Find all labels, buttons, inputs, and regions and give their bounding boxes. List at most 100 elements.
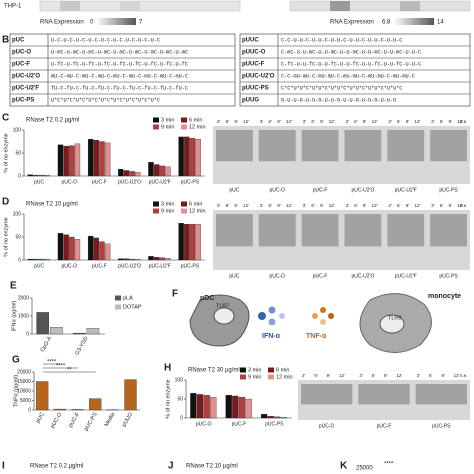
- heatmap-cells: [39, 0, 471, 12]
- panel-label: D: [2, 197, 9, 208]
- bar: [99, 141, 105, 177]
- x-tick-label: pUUG: [121, 412, 134, 428]
- bar: [195, 223, 201, 261]
- bar: [33, 174, 39, 177]
- bar: [203, 395, 210, 419]
- bar: [210, 396, 217, 419]
- y-tick-label: 50: [15, 150, 21, 156]
- y-tick-label: 20000: [17, 369, 31, 375]
- bar: [190, 393, 197, 419]
- gel-header: 3': [217, 119, 221, 124]
- gel-header: 12': [243, 203, 249, 208]
- bar: [36, 312, 50, 335]
- x-tick-label: pUC-O: [61, 263, 77, 269]
- legend-label: 6 min: [276, 367, 289, 373]
- bar: [118, 258, 124, 261]
- bar: [153, 257, 160, 261]
- gel-header: 3': [388, 203, 392, 208]
- bar: [267, 415, 274, 419]
- x-tick-label: Media: [104, 411, 117, 428]
- x-tick-label: pUC: [34, 263, 44, 269]
- x-tick-label: pUC-U2'F: [149, 263, 171, 269]
- gel-header: 9': [363, 203, 367, 208]
- y-tick-label: 0: [18, 257, 21, 263]
- colorbar: [96, 18, 136, 25]
- sequence: mU-C-mU-C-mU-C-mU-C-mU-C-mU-C-mU-C-mU-C-…: [51, 73, 188, 79]
- bar: [44, 258, 50, 261]
- row-name: pUUC-U2'O: [242, 74, 275, 80]
- gel-lane-label: pUC-F: [377, 423, 392, 429]
- bar: [129, 171, 135, 177]
- y-axis-label: % of no enzyme: [165, 379, 171, 418]
- bar: [123, 258, 130, 261]
- x-tick-label: G3-YSD: [74, 336, 89, 357]
- x-tick-label: pUC-O: [50, 411, 64, 429]
- gel-smear: [301, 130, 339, 162]
- legend-min: 6.8: [382, 20, 391, 26]
- bar: [129, 258, 135, 261]
- receptor-label: TLR8: [388, 315, 401, 321]
- y-tick-label: 0: [180, 415, 183, 421]
- y-tick-label: 0: [28, 407, 31, 413]
- x-tick-label: CpG-A: [40, 335, 54, 353]
- gel-header: 12': [454, 373, 460, 378]
- gel-image: [213, 210, 470, 270]
- bar: [135, 172, 141, 177]
- bar: [118, 168, 124, 177]
- y-axis-label: TNFα (pg/ml): [13, 375, 19, 408]
- gel-header: 3': [303, 119, 307, 124]
- gel-smear: [301, 214, 339, 247]
- panel-label: H: [164, 363, 171, 374]
- sequence: C-C-mU-mU-C-mU-mU-C-mU-mU-C-mU-mU-C-mU-m…: [281, 73, 415, 79]
- gel-lane-label: pUC-U2'F: [395, 187, 417, 193]
- gel-smear: [216, 130, 253, 162]
- gel-header: 6': [397, 119, 401, 124]
- significance: **: [67, 368, 72, 374]
- gel-header: 12': [243, 119, 249, 124]
- x-tick-label: pUC-F: [92, 263, 107, 269]
- row-name: pUUC: [242, 38, 259, 44]
- bar: [27, 174, 34, 177]
- gel-header: 3': [417, 373, 421, 378]
- gel-header: 12': [329, 119, 335, 124]
- gel-header: 6': [311, 203, 315, 208]
- gel-image: [213, 126, 470, 184]
- sequence: C-C-U-U-C-U-U-C-U-U-C-U-U-C-U-U-C-U-U-C: [281, 37, 402, 43]
- gel-lane-label: pUC-PS: [439, 187, 458, 193]
- bar: [93, 237, 100, 261]
- y-tick-label: 1000: [18, 313, 29, 319]
- gel-header: 9': [234, 119, 238, 124]
- gel-smear: [344, 214, 382, 247]
- y-axis-label: IFNα (pg/ml): [11, 300, 17, 331]
- legend-swatch: [153, 201, 159, 207]
- panel-label: G: [12, 355, 20, 366]
- gel-header: 12': [372, 119, 378, 124]
- gel-header: 6': [354, 203, 358, 208]
- gel-lane-label: pUC-PS: [439, 273, 458, 279]
- bar: [72, 332, 86, 335]
- gel-lane-label: pUC-O: [269, 187, 285, 193]
- gel-header: 3': [359, 373, 363, 378]
- gel-lane-label: pUC-U2'O: [351, 187, 374, 193]
- legend-label: 6 min: [189, 117, 202, 123]
- significance: ****: [56, 364, 66, 370]
- bar: [74, 239, 81, 261]
- gel-smear: [387, 214, 425, 247]
- output-label: IFN-α: [262, 333, 281, 340]
- panel-label: K: [340, 461, 348, 472]
- legend-label: 12 min: [189, 208, 206, 214]
- bar: [232, 395, 239, 419]
- bar: [74, 143, 81, 177]
- legend-label: 9 min: [161, 124, 174, 130]
- bar: [280, 417, 288, 419]
- gel-smear: [344, 130, 382, 162]
- y-tick-label: 50: [177, 396, 183, 402]
- bar: [104, 142, 111, 177]
- x-tick-label: pUC-O: [61, 179, 77, 185]
- legend-swatch: [181, 124, 187, 130]
- gel-header: 6': [440, 119, 444, 124]
- bar: [99, 241, 105, 261]
- gel-header: 9': [277, 203, 281, 208]
- gel-header: 9': [320, 203, 324, 208]
